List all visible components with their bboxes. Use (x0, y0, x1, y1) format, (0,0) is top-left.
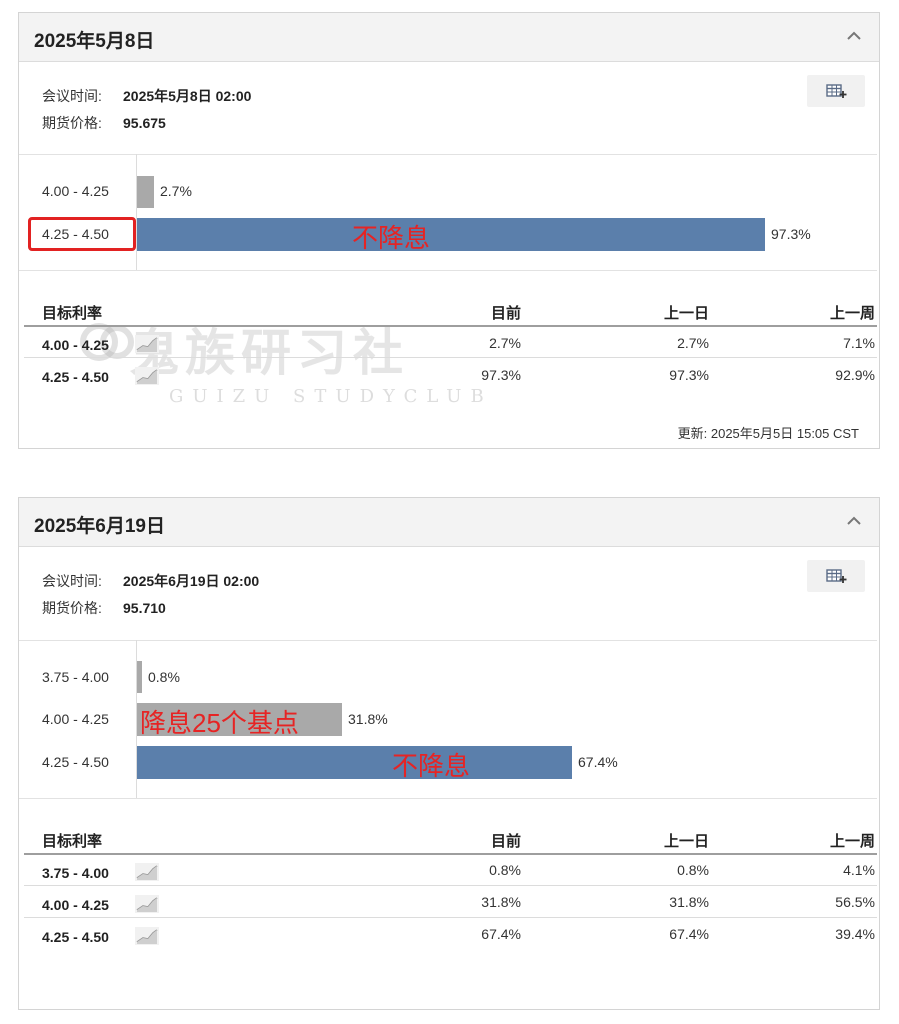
panel-header: 2025年6月19日 (19, 498, 879, 547)
meeting-time-value: 2025年6月19日 02:00 (123, 573, 260, 589)
meeting-time-row: 会议时间: 2025年5月8日 02:00 (42, 86, 251, 106)
header-current: 目前 (490, 833, 521, 850)
header-divider (24, 853, 877, 855)
chevron-up-icon[interactable] (845, 29, 863, 43)
bar-pct-3.75-4.00: 0.8% (148, 669, 180, 685)
bar-4.00-4.25 (137, 176, 154, 208)
bar-label-4.00-4.25: 4.00 - 4.25 (42, 183, 109, 199)
bar-pct-4.00-4.25: 2.7% (160, 183, 192, 199)
bar-pct-4.25-4.50: 67.4% (578, 754, 618, 770)
rate-cell: 4.00 - 4.25 (42, 337, 109, 353)
bar-label-4.00-4.25: 4.00 - 4.25 (42, 711, 109, 727)
current-cell: 97.3% (481, 367, 521, 383)
divider (19, 640, 877, 641)
header-current: 目前 (490, 305, 521, 322)
futures-price-row: 期货价格: 95.710 (42, 598, 166, 618)
chart-axis (136, 640, 137, 798)
row-divider (24, 885, 877, 886)
watermark-subtext: GUIZU STUDYCLUB (169, 386, 493, 407)
meeting-time-value: 2025年5月8日 02:00 (123, 88, 252, 104)
bar-label-3.75-4.00: 3.75 - 4.00 (42, 669, 109, 685)
panel-title: 2025年6月19日 (34, 516, 165, 537)
rate-cell: 3.75 - 4.00 (42, 865, 109, 881)
futures-price-row: 期货价格: 95.675 (42, 113, 166, 133)
prev-day-cell: 97.3% (669, 367, 709, 383)
export-table-button[interactable] (807, 560, 865, 592)
bar-pct-4.25-4.50: 97.3% (771, 226, 811, 242)
rate-cell: 4.00 - 4.25 (42, 897, 109, 913)
futures-price-value: 95.710 (123, 600, 166, 616)
watermark-text: 鬼族研习社 (129, 325, 409, 381)
current-cell: 0.8% (489, 862, 521, 878)
header-divider (24, 325, 877, 327)
trend-chart-icon[interactable] (135, 927, 159, 945)
bar-3.75-4.00 (137, 661, 142, 693)
panel-title: 2025年5月8日 (34, 31, 155, 52)
header-prev-week: 上一周 (829, 833, 875, 850)
row-divider (24, 357, 877, 358)
current-cell: 2.7% (489, 335, 521, 351)
trend-chart-icon[interactable] (135, 335, 159, 353)
prev-week-cell: 4.1% (843, 862, 875, 878)
chart-axis (136, 154, 137, 271)
bar-label-4.25-4.50: 4.25 - 4.50 (42, 754, 109, 770)
highlight-box (28, 217, 136, 251)
bar-4.00-4.25 (137, 703, 342, 736)
divider (19, 154, 877, 155)
meeting-time-label: 会议时间: (42, 573, 102, 589)
header-prev-week: 上一周 (829, 305, 875, 322)
rate-cell: 4.25 - 4.50 (42, 929, 109, 945)
meeting-time-row: 会议时间: 2025年6月19日 02:00 (42, 571, 259, 591)
prev-day-cell: 2.7% (677, 335, 709, 351)
bar-label-4.25-4.50: 4.25 - 4.50 (42, 226, 109, 242)
prev-week-cell: 7.1% (843, 335, 875, 351)
chevron-up-icon[interactable] (845, 514, 863, 528)
current-cell: 31.8% (481, 894, 521, 910)
rate-cell: 4.25 - 4.50 (42, 369, 109, 385)
annotation-no-cut: 不降息 (352, 223, 431, 253)
trend-chart-icon[interactable] (135, 863, 159, 881)
header-target-rate: 目标利率 (42, 305, 103, 322)
table-export-icon (826, 569, 847, 583)
annotation-cut-25bp: 降息25个基点 (140, 708, 299, 738)
prev-day-cell: 67.4% (669, 926, 709, 942)
updated-timestamp: 更新: 2025年5月5日 15:05 CST (677, 426, 859, 441)
prev-day-cell: 31.8% (669, 894, 709, 910)
export-table-button[interactable] (807, 75, 865, 107)
bar-pct-4.00-4.25: 31.8% (348, 711, 388, 727)
panel-header: 2025年5月8日 (19, 13, 879, 62)
table-export-icon (826, 84, 847, 98)
trend-chart-icon[interactable] (135, 367, 159, 385)
header-target-rate: 目标利率 (42, 833, 103, 850)
prev-week-cell: 92.9% (835, 367, 875, 383)
divider (19, 798, 877, 799)
bar-4.25-4.50 (137, 746, 572, 779)
futures-price-label: 期货价格: (42, 115, 102, 131)
bar-4.25-4.50 (137, 218, 765, 251)
prev-day-cell: 0.8% (677, 862, 709, 878)
header-prev-day: 上一日 (663, 305, 709, 322)
meeting-panel-june: 2025年6月19日 会议时间: 2025年6月19日 02:00 期货价格: 95… (18, 497, 880, 1010)
prev-week-cell: 39.4% (835, 926, 875, 942)
meeting-time-label: 会议时间: (42, 88, 102, 104)
annotation-no-cut: 不降息 (392, 751, 471, 781)
prev-week-cell: 56.5% (835, 894, 875, 910)
row-divider (24, 917, 877, 918)
current-cell: 67.4% (481, 926, 521, 942)
header-prev-day: 上一日 (663, 833, 709, 850)
trend-chart-icon[interactable] (135, 895, 159, 913)
meeting-panel-may: 2025年5月8日 会议时间: 2025年5月8日 02:00 期货价格: 95.6… (18, 12, 880, 449)
divider (19, 270, 877, 271)
futures-price-label: 期货价格: (42, 600, 102, 616)
futures-price-value: 95.675 (123, 115, 166, 131)
